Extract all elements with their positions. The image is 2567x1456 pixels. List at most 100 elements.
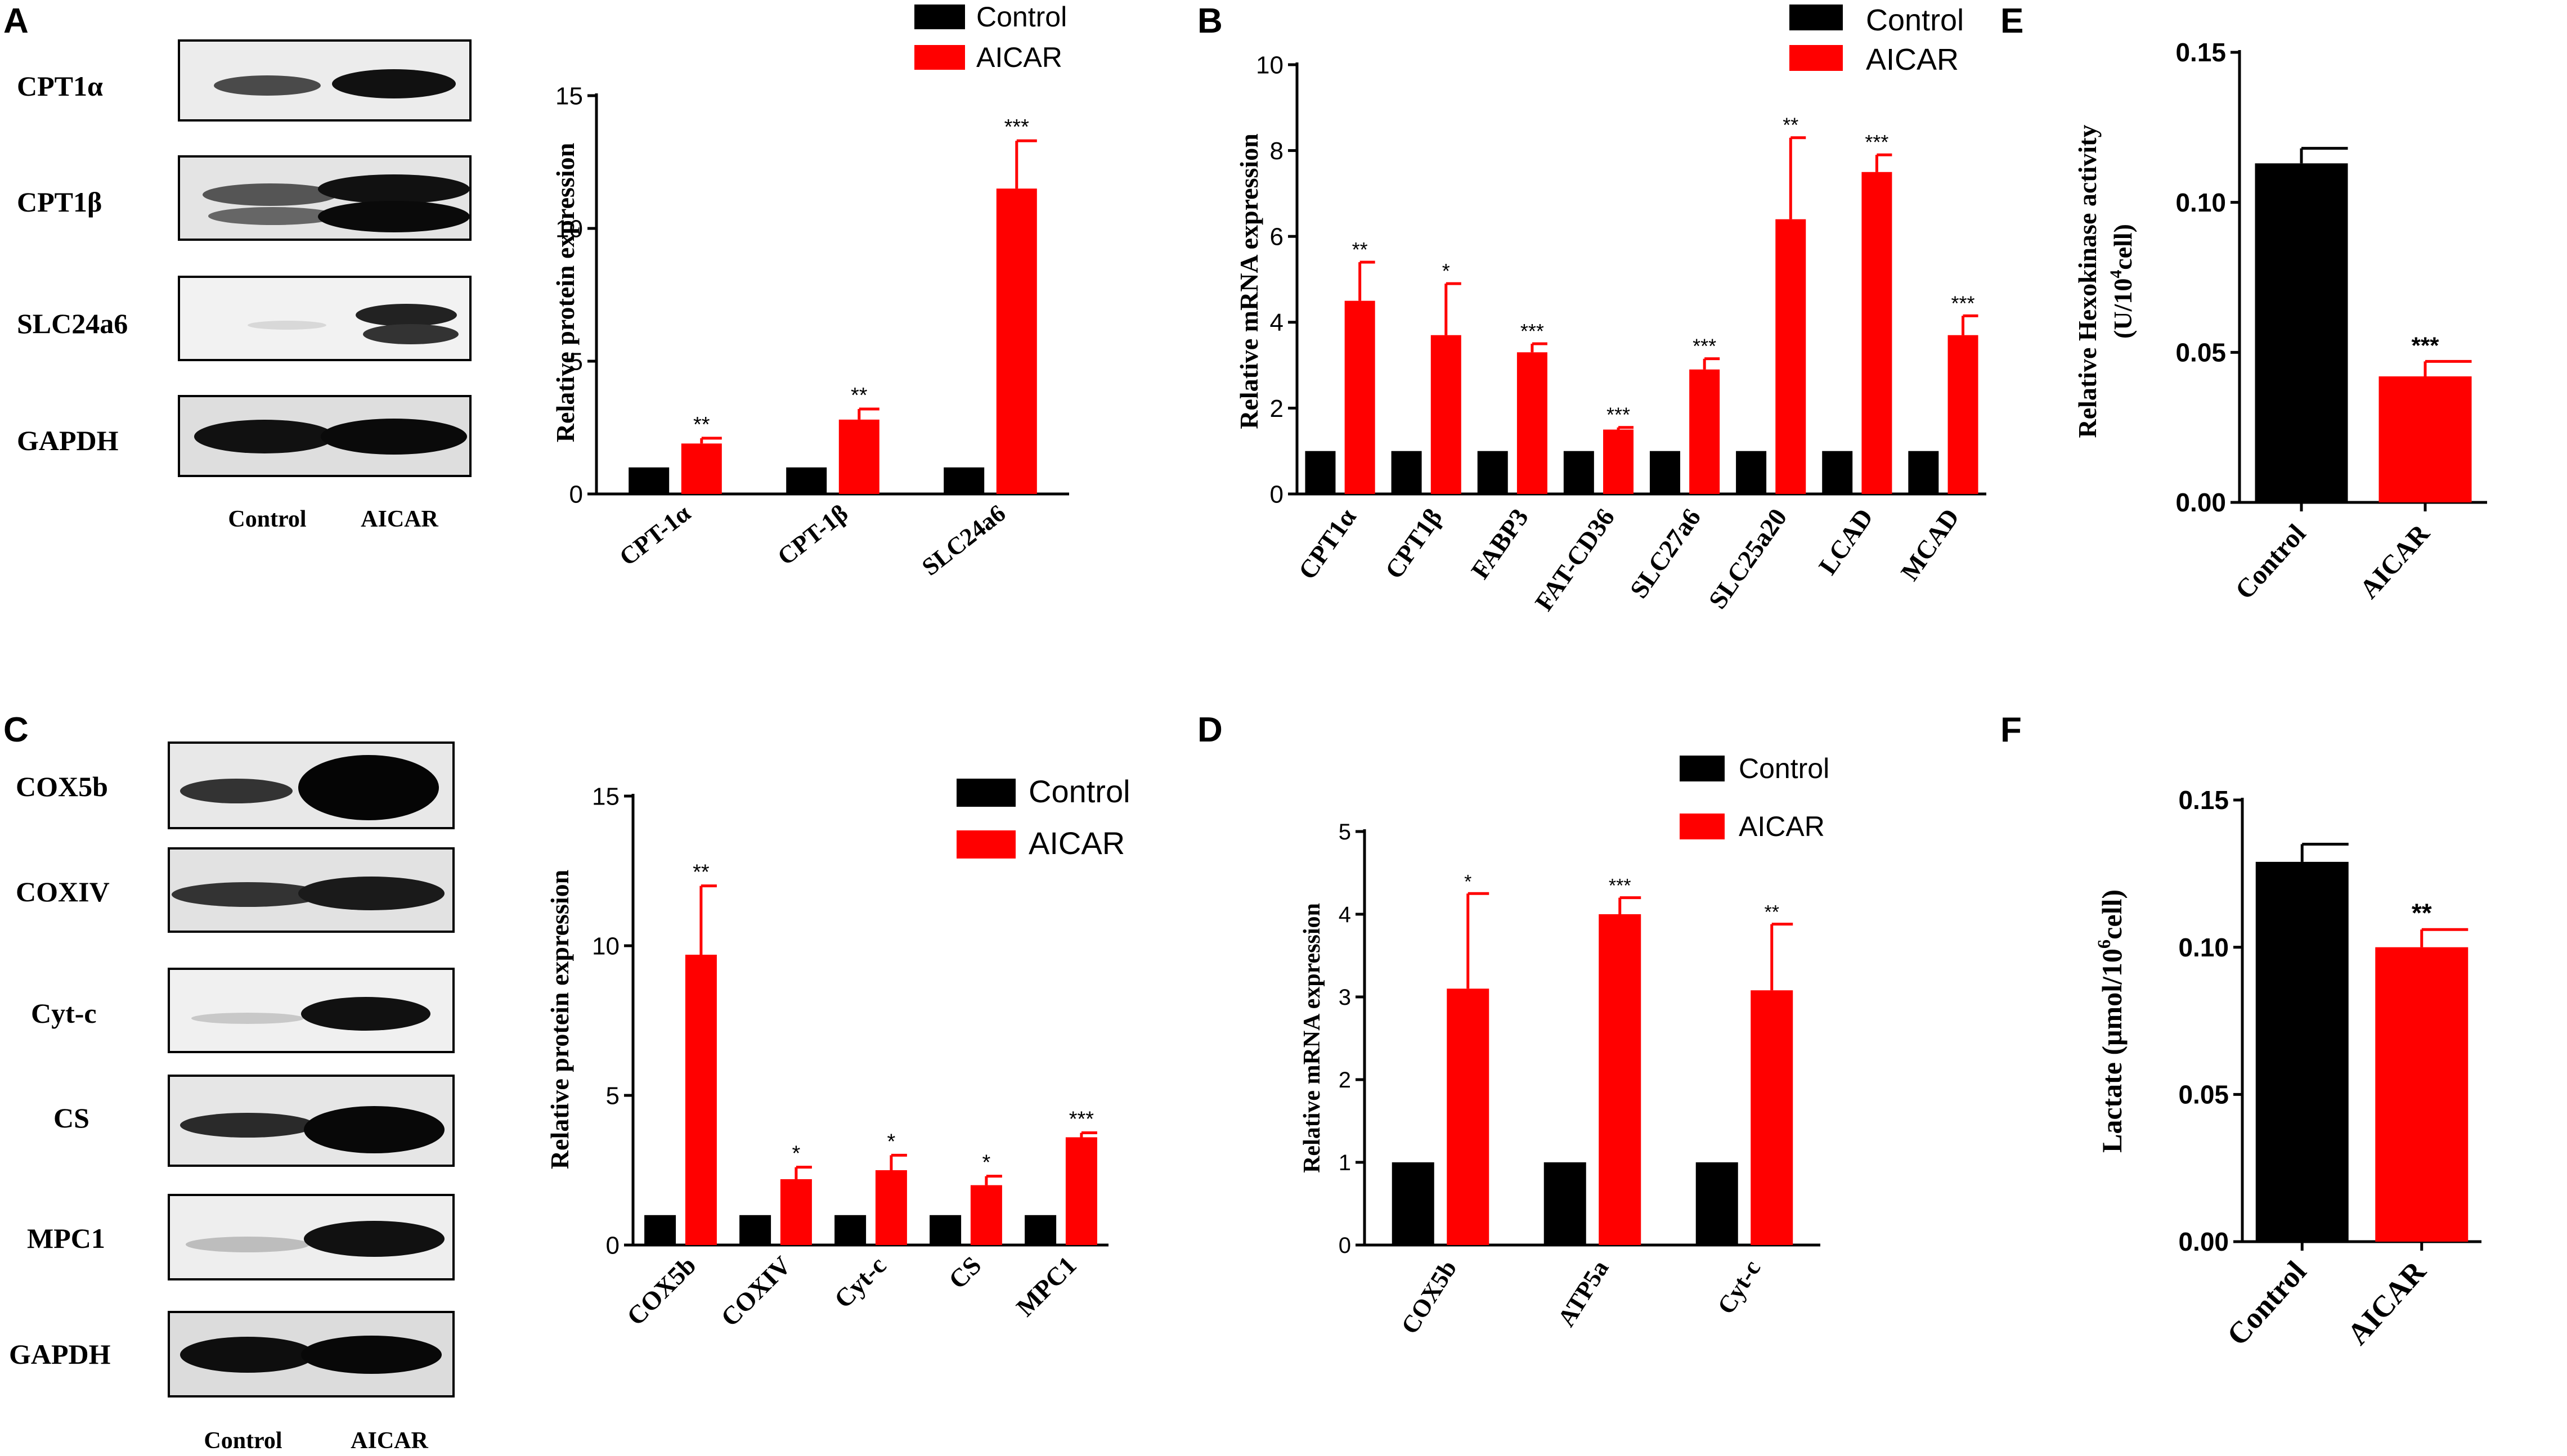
y-tick-label: 15 xyxy=(592,783,620,810)
bar-control xyxy=(739,1215,771,1245)
blot-C-row-label: GAPDH xyxy=(9,1338,111,1370)
bar-aicar xyxy=(875,1170,907,1245)
legend-C: Control AICAR xyxy=(957,774,1130,861)
y-tick-label: 4 xyxy=(1339,902,1351,927)
y-tick-label: 0.15 xyxy=(2178,785,2229,815)
bar-aicar xyxy=(681,443,722,494)
y-axis-label: Lactate (μmol/106cell) xyxy=(2094,889,2128,1153)
bar-control xyxy=(2255,861,2349,1242)
y-tick-label: 5 xyxy=(606,1082,620,1109)
legend-label: AICAR xyxy=(1739,811,1825,842)
y-tick-label: 1 xyxy=(1339,1151,1351,1175)
legend-label: Control xyxy=(1739,753,1829,784)
y-axis-label-units: (U/104cell) xyxy=(2107,224,2137,339)
y-tick-label: 0.00 xyxy=(2178,1227,2229,1256)
blot-C-row-label: COXIV xyxy=(16,876,110,907)
bar-aicar xyxy=(1599,914,1641,1245)
bar-aicar xyxy=(996,188,1037,494)
y-tick-label: 10 xyxy=(1256,51,1284,79)
significance-marker: * xyxy=(887,1130,896,1153)
blot-A-row-label: CPT1α xyxy=(17,70,103,102)
blot-C-row-label: COX5b xyxy=(16,771,108,802)
bar-aicar xyxy=(970,1185,1002,1245)
blot-A-row-label: SLC24a6 xyxy=(17,308,128,339)
y-axis-label: Relative mRNA expression xyxy=(1299,903,1325,1173)
y-tick-label: 5 xyxy=(569,348,583,375)
legend-swatch-control xyxy=(957,779,1016,807)
legend-swatch-aicar xyxy=(914,45,965,70)
panel-label-B: B xyxy=(1197,2,1223,41)
bar-aicar xyxy=(1861,172,1892,494)
blot-C-row-label: CS xyxy=(53,1102,89,1134)
bar-control xyxy=(930,1215,962,1245)
bar-control xyxy=(1822,451,1853,494)
significance-marker: ** xyxy=(2412,898,2432,927)
panel-label-D: D xyxy=(1197,711,1223,749)
y-tick-label: 15 xyxy=(555,82,583,110)
bar-aicar xyxy=(1689,369,1720,494)
significance-marker: ** xyxy=(851,384,868,407)
y-tick-label: 0.10 xyxy=(2178,933,2229,962)
bar-control xyxy=(944,467,985,494)
y-axis-label: Relative Hexokinase activity xyxy=(2073,124,2102,438)
bar-aicar xyxy=(1065,1137,1097,1245)
significance-marker: * xyxy=(982,1151,991,1175)
legend-swatch-aicar xyxy=(1680,814,1725,839)
blot-A-lane-label: Control xyxy=(228,506,306,532)
blot-A-row-label: CPT1β xyxy=(17,186,102,218)
y-tick-label: 10 xyxy=(592,932,620,960)
legend-swatch-control xyxy=(914,5,965,29)
y-tick-label: 0 xyxy=(606,1232,620,1259)
bar-aicar xyxy=(1603,429,1634,494)
bar-aicar xyxy=(1751,990,1793,1245)
significance-marker: *** xyxy=(2411,332,2439,358)
blot-C-row-label: MPC1 xyxy=(27,1223,105,1254)
y-tick-label: 10 xyxy=(555,215,583,242)
bar-control xyxy=(1908,451,1939,494)
bar-control xyxy=(1543,1162,1586,1245)
significance-marker: *** xyxy=(1520,320,1544,343)
bar-control xyxy=(786,467,827,494)
bar-aicar xyxy=(1447,988,1489,1245)
legend-label: AICAR xyxy=(976,42,1062,73)
bar-control xyxy=(644,1215,676,1245)
unit-text: cell) xyxy=(2108,224,2137,270)
significance-marker: *** xyxy=(1069,1108,1094,1131)
y-axis-label: Relative protein expression xyxy=(551,143,580,442)
y-tick-label: 0 xyxy=(1270,480,1284,508)
western-blot-A xyxy=(178,39,472,477)
unit-text: (U/10 xyxy=(2108,278,2137,339)
bar-control xyxy=(629,467,670,494)
significance-marker: ** xyxy=(693,413,710,437)
bar-aicar xyxy=(2378,376,2472,502)
legend-label: AICAR xyxy=(1029,825,1125,861)
bar-aicar xyxy=(780,1179,812,1245)
y-tick-label: 0.00 xyxy=(2175,488,2226,517)
y-tick-label: 4 xyxy=(1270,309,1284,336)
bar-aicar xyxy=(1947,335,1978,494)
significance-marker: *** xyxy=(1606,403,1630,426)
bar-control xyxy=(1391,451,1422,494)
bar-control xyxy=(1649,451,1680,494)
legend-B: Control AICAR xyxy=(1789,3,1964,77)
y-tick-label: 0 xyxy=(1339,1233,1351,1258)
y-tick-label: 0.05 xyxy=(2178,1080,2229,1109)
bar-aicar xyxy=(1430,335,1461,494)
bar-aicar xyxy=(1516,352,1547,494)
blot-A-row-label: GAPDH xyxy=(17,425,119,456)
bar-control xyxy=(1477,451,1508,494)
bar-control xyxy=(1025,1215,1057,1245)
legend-A: Control AICAR xyxy=(914,1,1067,73)
panel-label-F: F xyxy=(2000,711,2022,749)
y-axis-label: Relative protein expression xyxy=(545,870,574,1169)
bar-control xyxy=(1305,451,1336,494)
legend-label: Control xyxy=(1866,3,1964,37)
label-text: cell) xyxy=(2096,889,2128,940)
y-tick-label: 0.15 xyxy=(2175,38,2226,67)
legend-swatch-control xyxy=(1789,5,1843,30)
significance-marker: ** xyxy=(693,861,710,884)
bar-control xyxy=(1695,1162,1738,1245)
significance-marker: *** xyxy=(1004,115,1030,139)
